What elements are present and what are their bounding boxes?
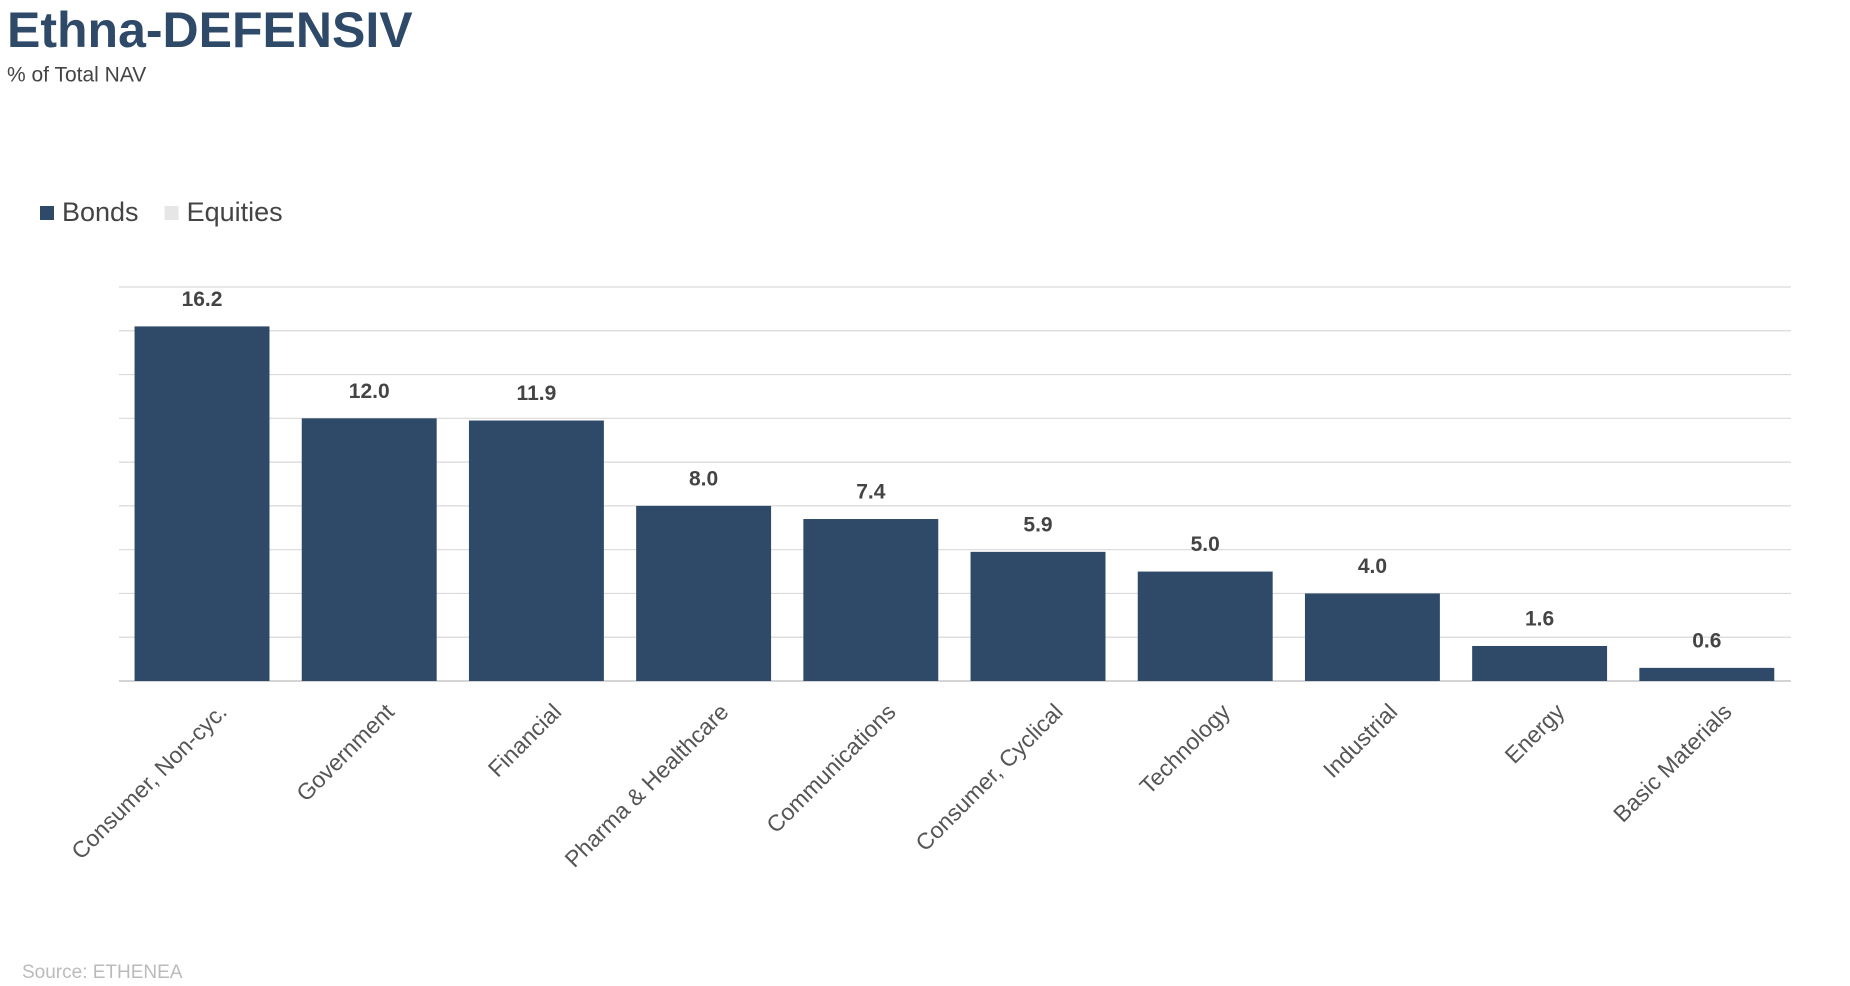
bar xyxy=(134,326,270,681)
source: Source: ETHENEA xyxy=(22,962,183,983)
chart-subtitle: % of Total NAV xyxy=(7,64,146,87)
bar xyxy=(468,420,604,681)
x-tick-label: Pharma & Healthcare xyxy=(560,698,734,872)
data-label: 0.6 xyxy=(1692,629,1721,652)
data-label: 7.4 xyxy=(856,481,886,504)
data-label: 8.0 xyxy=(689,467,718,490)
data-label: 16.2 xyxy=(182,288,223,311)
bar xyxy=(1304,593,1440,681)
data-label: 4.0 xyxy=(1358,555,1387,578)
data-label: 5.0 xyxy=(1191,533,1220,556)
data-label: 11.9 xyxy=(517,382,557,405)
data-label: 5.9 xyxy=(1023,513,1052,536)
bar xyxy=(1639,667,1775,681)
x-tick-label: Consumer, Non-cyc. xyxy=(66,698,232,864)
legend-label: Bonds xyxy=(62,197,139,227)
bar xyxy=(636,505,772,681)
x-tick-label: Basic Materials xyxy=(1608,698,1737,827)
x-tick-label: Government xyxy=(291,698,399,806)
x-tick-label: Communications xyxy=(761,698,901,838)
legend-label: Equities xyxy=(187,197,283,227)
x-tick-label: Consumer, Cyclical xyxy=(910,698,1068,856)
bar xyxy=(1137,571,1273,681)
x-tick-label: Energy xyxy=(1500,698,1570,768)
legend-swatch xyxy=(164,206,179,220)
x-tick-label: Technology xyxy=(1134,698,1235,799)
x-tick-label: Financial xyxy=(483,698,566,781)
x-tick-label: Industrial xyxy=(1318,698,1402,782)
chart-title: Ethna-DEFENSIV xyxy=(7,2,413,58)
bar xyxy=(970,551,1106,681)
legend-swatch xyxy=(40,206,54,220)
data-label: 12.0 xyxy=(349,380,390,403)
data-label: 1.6 xyxy=(1525,608,1554,631)
bar xyxy=(301,418,437,681)
bar xyxy=(1472,645,1608,681)
bar xyxy=(803,519,939,681)
